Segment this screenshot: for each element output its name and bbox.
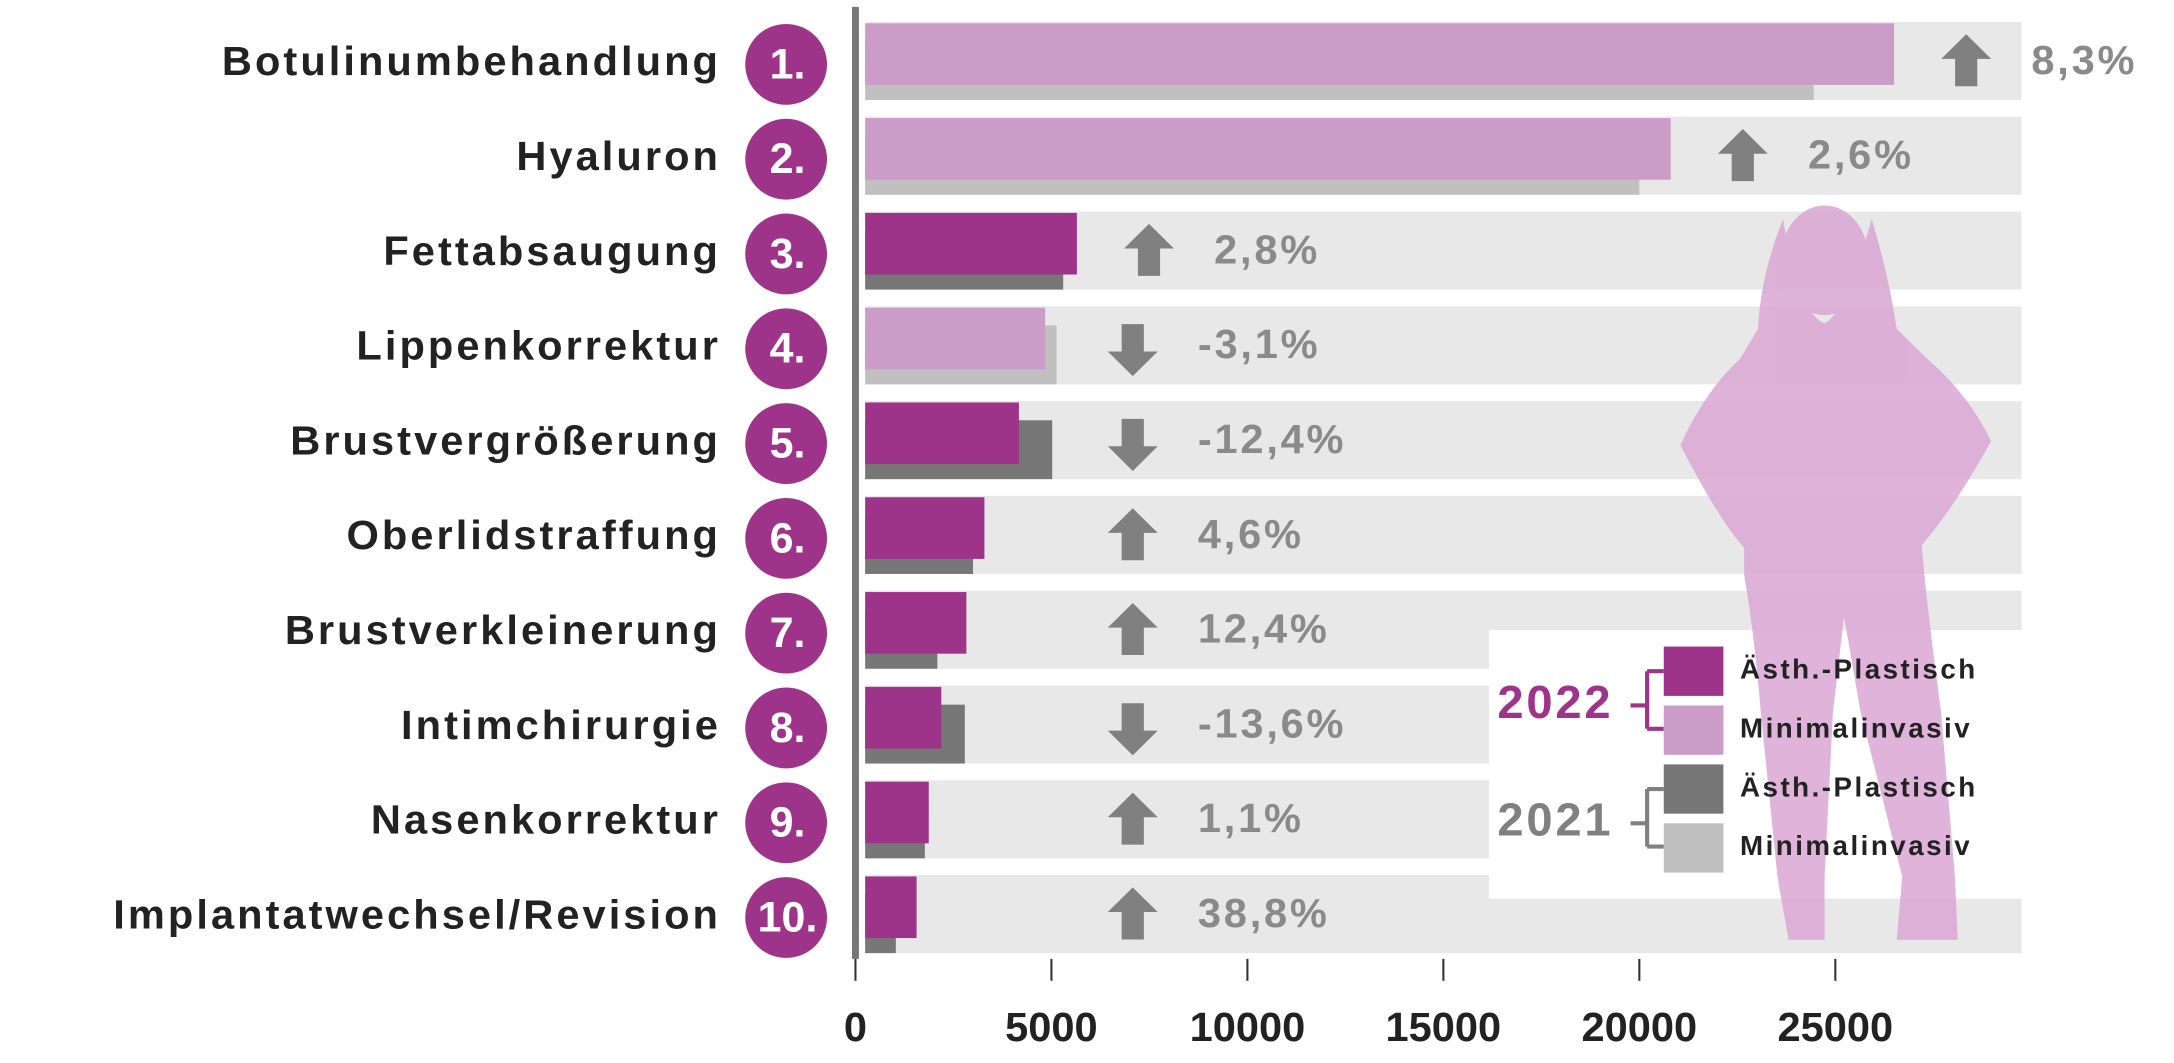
silhouette (1680, 205, 1991, 940)
rank-badge (745, 497, 828, 579)
category-label: Oberlidstraffung (346, 512, 721, 558)
rank-label: 6. (770, 515, 806, 563)
bar (865, 497, 985, 559)
legend-bracket (1630, 669, 1664, 731)
category-label: Fettabsaugung (383, 228, 721, 274)
change-arrow (1124, 223, 1174, 276)
category-label: Nasenkorrektur (371, 797, 721, 843)
bar (865, 307, 1046, 370)
rank-label: 8. (770, 704, 806, 752)
change-arrow (1107, 703, 1158, 756)
legend-bracket (1630, 786, 1664, 849)
rank-badge (745, 687, 828, 769)
legend-group-label: 2021 (1497, 794, 1613, 846)
change-label: 4,6% (1198, 511, 1304, 557)
category-label: Lippenkorrektur (356, 323, 721, 369)
silhouette-body (1680, 219, 1991, 940)
change-label: 2,6% (1808, 132, 1914, 178)
rank-label: 3. (770, 230, 806, 278)
category-label: Intimchirurgie (401, 702, 721, 748)
category-label: Hyaluron (516, 133, 721, 179)
bar (865, 876, 917, 939)
legend-group-label: 2022 (1497, 676, 1613, 728)
change-arrow (1107, 887, 1158, 940)
legend-swatch (1663, 764, 1724, 814)
rank-badge (745, 592, 828, 674)
category-label: Botulinumbehandlung (222, 38, 721, 84)
x-tick-label: 5000 (1005, 1004, 1098, 1050)
rank-label: 4. (770, 325, 806, 373)
change-label: -3,1% (1198, 321, 1320, 367)
change-arrow (1107, 508, 1158, 561)
change-label: 8,3% (2031, 37, 2137, 83)
rank-badge (745, 877, 828, 958)
rank-badge (745, 782, 828, 864)
rank-badge (745, 213, 828, 295)
bar (865, 118, 1671, 180)
change-label: -12,4% (1198, 416, 1346, 462)
category-label: Implantatwechsel/Revision (113, 892, 721, 938)
rank-badge (745, 308, 828, 390)
rank-label: 7. (770, 609, 806, 657)
change-label: 12,4% (1198, 606, 1330, 652)
category-label: Brustvergrößerung (290, 418, 721, 464)
rank-label: 10. (758, 894, 818, 942)
change-label: 1,1% (1198, 795, 1304, 841)
rank-label: 1. (770, 41, 806, 89)
silhouette-head (1780, 205, 1869, 316)
rank-label: 9. (770, 799, 806, 847)
rank-badge (745, 403, 828, 484)
bar (865, 23, 1895, 85)
rank-label: 5. (770, 420, 806, 468)
change-arrow (1107, 603, 1158, 656)
legend-label: Ästh.-Plastisch (1740, 654, 1978, 685)
bar (865, 781, 929, 844)
change-label: -13,6% (1198, 701, 1346, 747)
change-label: 2,8% (1214, 227, 1320, 273)
x-tick-label: 20000 (1582, 1004, 1698, 1050)
rank-badge (745, 23, 828, 105)
x-tick-label: 25000 (1777, 1004, 1893, 1050)
legend-label: Ästh.-Plastisch (1740, 771, 1978, 802)
x-tick-label: 15000 (1386, 1004, 1502, 1050)
change-arrow (1717, 129, 1768, 182)
legend-label: Minimalinvasiv (1740, 713, 1972, 744)
change-arrow (1107, 418, 1158, 471)
legend-swatch (1663, 705, 1724, 755)
x-tick-label: 10000 (1190, 1004, 1306, 1050)
change-arrow (1107, 324, 1158, 377)
legend-swatch (1663, 823, 1724, 873)
bar (865, 402, 1019, 465)
rank-badge (745, 118, 828, 200)
bar (865, 212, 1077, 275)
bar (865, 592, 967, 654)
legend-label: Minimalinvasiv (1740, 830, 1972, 861)
change-arrow (1941, 34, 1992, 87)
bar (865, 686, 942, 749)
change-arrow (1107, 792, 1158, 845)
legend-swatch (1663, 646, 1724, 696)
x-tick-label: 0 (844, 1004, 867, 1050)
category-label: Brustverkleinerung (285, 607, 721, 653)
change-label: 38,8% (1198, 890, 1330, 936)
rank-label: 2. (770, 135, 806, 183)
